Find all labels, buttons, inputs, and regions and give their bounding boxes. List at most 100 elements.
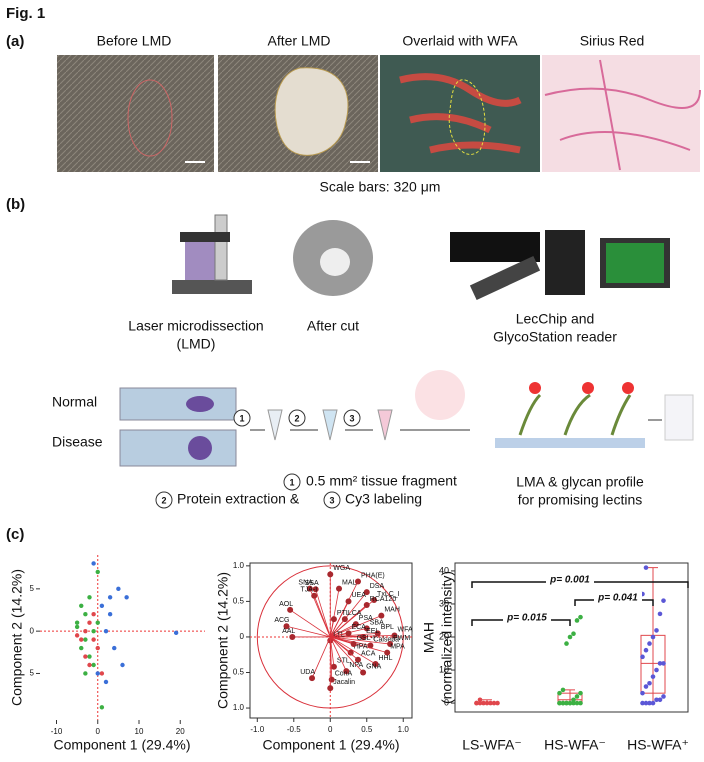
glycoprotein bbox=[518, 393, 632, 436]
lectin-label: GSL-I bbox=[357, 635, 375, 642]
point bbox=[560, 687, 566, 693]
point bbox=[495, 700, 500, 706]
loading-point bbox=[363, 589, 370, 596]
y-tick-label: 10 bbox=[439, 664, 449, 674]
step-number: 2 bbox=[294, 413, 299, 423]
loading-arrow bbox=[329, 636, 364, 673]
image-title: Overlaid with WFA bbox=[402, 33, 518, 49]
lectin-label: SNA bbox=[298, 579, 313, 586]
point bbox=[491, 700, 497, 706]
point bbox=[79, 637, 84, 642]
point bbox=[95, 645, 100, 651]
loading-arrow bbox=[311, 636, 331, 679]
loading-point bbox=[309, 675, 316, 682]
y-tick-label: 0 bbox=[30, 626, 35, 635]
lectin-label: PWM bbox=[393, 635, 410, 642]
head bbox=[180, 232, 230, 242]
point bbox=[657, 661, 663, 666]
loading-arrow bbox=[330, 636, 371, 646]
tower bbox=[545, 230, 585, 295]
loading-point bbox=[360, 669, 367, 676]
frame bbox=[249, 562, 413, 719]
point bbox=[571, 700, 576, 706]
point bbox=[574, 618, 580, 623]
label-bg bbox=[503, 612, 551, 624]
loading-point bbox=[391, 632, 398, 639]
tissue-section bbox=[293, 220, 373, 296]
point bbox=[91, 637, 96, 642]
loading-arrow bbox=[329, 618, 346, 638]
loading-arrow bbox=[329, 636, 335, 667]
x-tick-label: 0.5 bbox=[361, 725, 373, 734]
point bbox=[564, 700, 569, 706]
loading-arrow bbox=[330, 632, 378, 638]
point bbox=[99, 705, 105, 710]
lectin-label: STL bbox=[337, 658, 350, 665]
point bbox=[650, 700, 656, 706]
y-tick-label: 0.5 bbox=[233, 597, 245, 606]
step-text: Protein extraction & bbox=[177, 491, 300, 507]
loading-arrow bbox=[329, 619, 335, 638]
point bbox=[91, 561, 96, 566]
loading-point bbox=[355, 656, 361, 663]
point bbox=[643, 684, 649, 689]
point bbox=[87, 595, 92, 600]
point bbox=[650, 634, 656, 640]
point bbox=[87, 654, 92, 659]
image-title: Sirius Red bbox=[580, 33, 645, 49]
label: After cut bbox=[307, 318, 359, 334]
lumen bbox=[320, 248, 350, 276]
y-tick-label: 1.0 bbox=[233, 703, 245, 712]
cy3 bbox=[622, 382, 634, 394]
image bbox=[57, 55, 214, 172]
y-axis-label: MAH bbox=[421, 622, 437, 653]
point bbox=[557, 690, 562, 696]
chip-view bbox=[450, 232, 540, 262]
point bbox=[87, 620, 92, 625]
cy3 bbox=[529, 382, 541, 394]
point bbox=[91, 612, 96, 617]
loading-point bbox=[345, 598, 352, 605]
x-tick-label: 20 bbox=[176, 727, 185, 736]
y-tick-label: 40 bbox=[439, 565, 449, 575]
panel-label: (a) bbox=[6, 33, 24, 50]
result-text: for promising lectins bbox=[518, 492, 643, 508]
point bbox=[99, 671, 105, 676]
lectin-label: MAL bbox=[342, 579, 357, 586]
point bbox=[74, 624, 80, 630]
y-axis-label: Component 2 (14.2%) bbox=[9, 569, 25, 706]
point bbox=[95, 569, 100, 575]
point bbox=[99, 603, 105, 608]
panel-label: (c) bbox=[6, 526, 24, 543]
lectin-label: ACA bbox=[361, 651, 376, 658]
point bbox=[74, 633, 80, 638]
lectin-label: DSA bbox=[370, 583, 385, 590]
x-tick-label: 1.0 bbox=[398, 725, 410, 734]
label: LecChip and bbox=[516, 311, 595, 327]
cy3 bbox=[582, 382, 594, 394]
point bbox=[124, 595, 129, 600]
micrographs bbox=[57, 55, 701, 172]
caption: Scale bars: 320 μm bbox=[320, 179, 441, 195]
loading-arrow bbox=[286, 625, 331, 638]
lectin-label: ConA bbox=[335, 670, 353, 677]
point bbox=[557, 700, 562, 706]
lectin-label: LCA bbox=[348, 610, 362, 617]
loading-arrow bbox=[330, 632, 349, 638]
slides bbox=[119, 370, 694, 467]
loading-point bbox=[367, 642, 374, 649]
point bbox=[83, 654, 88, 659]
y-tick-label: 0 bbox=[240, 632, 245, 641]
tissue bbox=[188, 436, 212, 460]
wfa-signal bbox=[399, 73, 522, 154]
loading-point bbox=[352, 621, 359, 628]
label: GlycoStation reader bbox=[493, 329, 617, 345]
point bbox=[657, 611, 663, 617]
loading-arrow bbox=[329, 636, 347, 672]
base bbox=[172, 280, 252, 294]
point bbox=[643, 700, 649, 706]
loading-point bbox=[384, 649, 391, 656]
loading-point bbox=[311, 592, 318, 599]
point bbox=[112, 645, 117, 651]
